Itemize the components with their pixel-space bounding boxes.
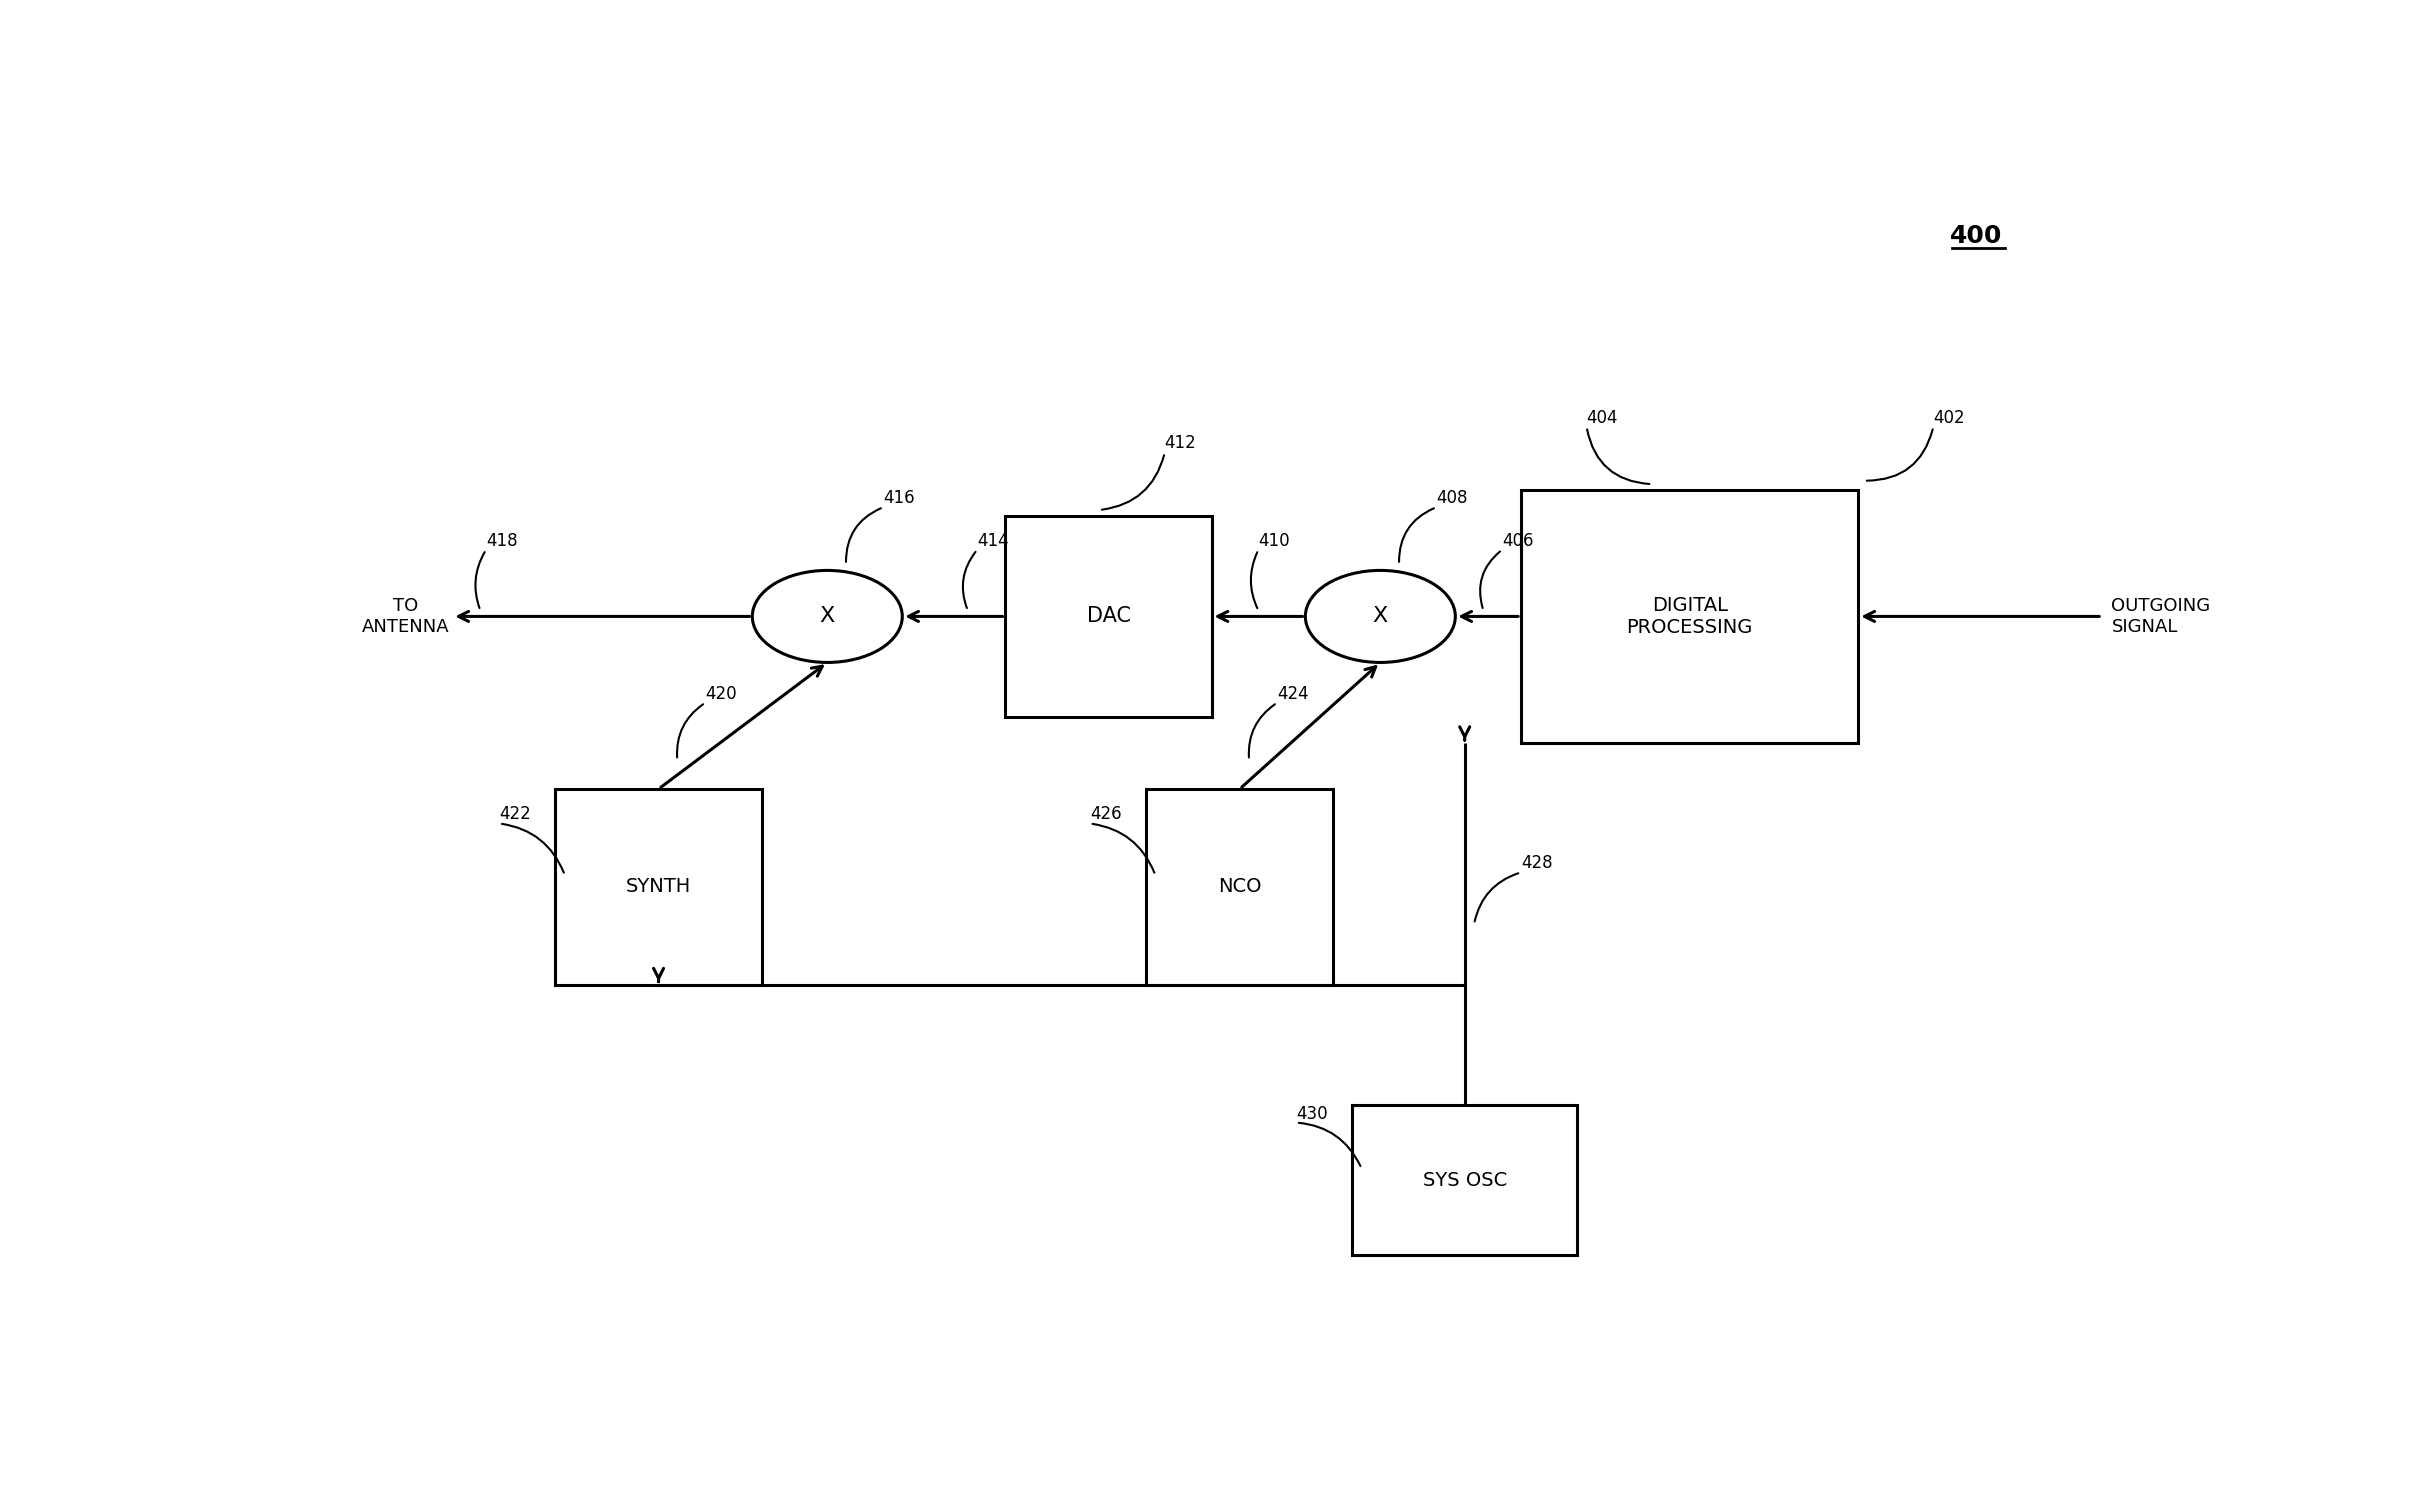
Text: 422: 422	[498, 805, 532, 823]
Bar	[1147, 789, 1333, 985]
Bar	[1006, 515, 1212, 717]
Text: OUTGOING
SIGNAL: OUTGOING SIGNAL	[2112, 598, 2211, 636]
Text: 418: 418	[486, 532, 518, 550]
Bar	[1522, 490, 1858, 743]
Circle shape	[1306, 571, 1456, 662]
Text: 416: 416	[883, 489, 914, 506]
Text: 414: 414	[977, 532, 1009, 550]
Text: 420: 420	[706, 684, 738, 702]
Text: 430: 430	[1297, 1104, 1328, 1122]
Text: 428: 428	[1522, 855, 1553, 872]
Text: 404: 404	[1587, 409, 1618, 427]
Text: NCO: NCO	[1219, 877, 1260, 896]
Text: 400: 400	[1950, 224, 2003, 248]
Text: SYNTH: SYNTH	[627, 877, 692, 896]
Text: DAC: DAC	[1086, 607, 1130, 626]
Bar	[1352, 1106, 1577, 1255]
Text: DIGITAL
PROCESSING: DIGITAL PROCESSING	[1626, 596, 1754, 636]
Circle shape	[752, 571, 902, 662]
Text: X: X	[1372, 607, 1389, 626]
Text: 426: 426	[1089, 805, 1122, 823]
Text: X: X	[820, 607, 835, 626]
Text: 424: 424	[1277, 684, 1309, 702]
Text: 408: 408	[1437, 489, 1468, 506]
Text: 402: 402	[1933, 409, 1964, 427]
Text: SYS OSC: SYS OSC	[1422, 1171, 1507, 1189]
Text: TO
ANTENNA: TO ANTENNA	[363, 598, 450, 636]
Text: 412: 412	[1164, 435, 1197, 453]
Bar	[556, 789, 762, 985]
Text: 410: 410	[1258, 532, 1289, 550]
Text: 406: 406	[1502, 532, 1534, 550]
